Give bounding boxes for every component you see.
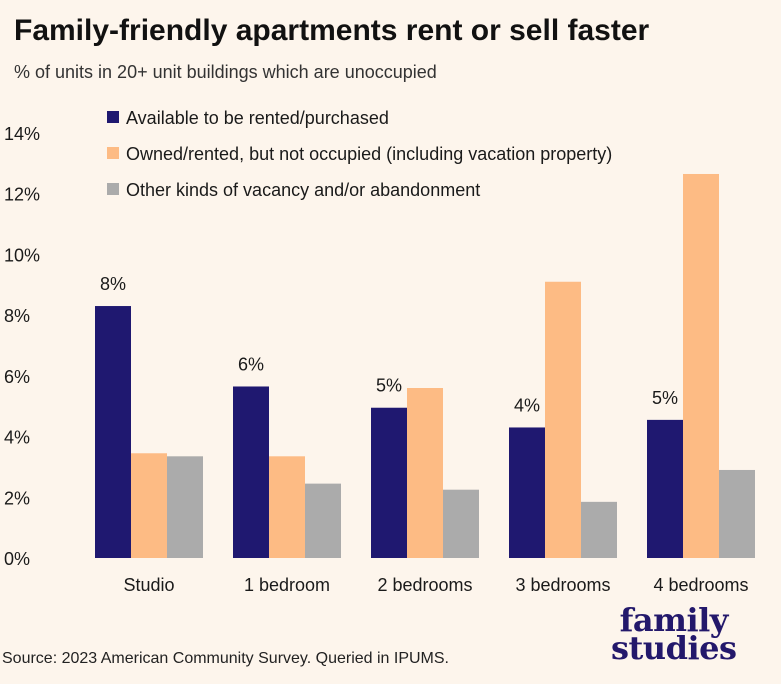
x-category-label: 1 bedroom [244, 575, 330, 595]
logo-line-1: family [619, 601, 729, 639]
legend-label: Available to be rented/purchased [126, 108, 389, 128]
y-tick-label: 0% [4, 549, 30, 569]
x-category-label: 3 bedrooms [515, 575, 610, 595]
bar-data-label: 8% [100, 274, 126, 294]
y-tick-label: 4% [4, 428, 30, 448]
bar-owned-4 [683, 173, 719, 558]
legend-label: Owned/rented, but not occupied (includin… [126, 144, 612, 164]
x-category-label: 2 bedrooms [377, 575, 472, 595]
y-tick-label: 2% [4, 488, 30, 508]
bar-data-label: 5% [376, 376, 402, 396]
x-category-label: Studio [123, 575, 174, 595]
bar-owned-0 [131, 453, 167, 558]
bar-other-0 [167, 456, 203, 558]
bar-owned-2 [407, 388, 443, 558]
source-note: Source: 2023 American Community Survey. … [2, 650, 449, 667]
y-tick-label: 10% [4, 245, 40, 265]
y-tick-label: 12% [4, 185, 40, 205]
bar-available-0 [95, 306, 131, 558]
legend-label: Other kinds of vacancy and/or abandonmen… [126, 180, 480, 200]
family-studies-logo: family studies [611, 601, 737, 667]
bar-other-4 [719, 469, 755, 558]
y-tick-label: 6% [4, 367, 30, 387]
bar-other-2 [443, 489, 479, 558]
bar-available-4 [647, 419, 683, 558]
bar-owned-1 [269, 456, 305, 558]
logo-line-2: studies [611, 629, 737, 667]
bar-data-label: 6% [238, 354, 264, 374]
legend-swatch [107, 183, 119, 195]
bar-other-1 [305, 483, 341, 558]
bar-other-3 [581, 501, 617, 558]
x-category-label: 4 bedrooms [653, 575, 748, 595]
bar-owned-3 [545, 281, 581, 558]
bar-available-2 [371, 407, 407, 558]
legend-swatch [107, 147, 119, 159]
bar-chart: 0% 2% 4% 6% 8% 10% 12% 14% 8% Studio 6% 1 bedroom 5%… [4, 108, 755, 595]
bar-data-label: 4% [514, 395, 540, 415]
bar-available-1 [233, 386, 269, 558]
y-tick-label: 14% [4, 124, 40, 144]
chart-subtitle: % of units in 20+ unit buildings which a… [14, 62, 437, 82]
legend-swatch [107, 111, 119, 123]
y-tick-label: 8% [4, 306, 30, 326]
chart-title: Family-friendly apartments rent or sell … [14, 14, 650, 47]
bar-available-3 [509, 427, 545, 558]
bar-data-label: 5% [652, 388, 678, 408]
